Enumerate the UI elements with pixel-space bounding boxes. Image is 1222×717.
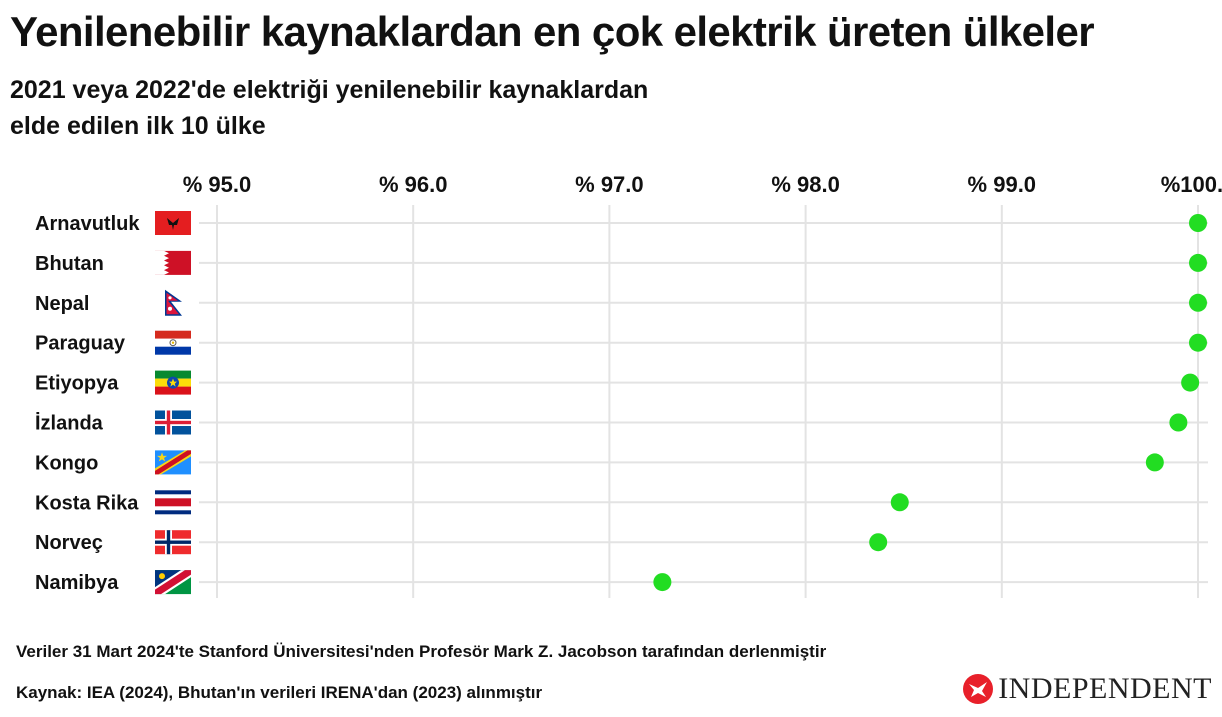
data-point xyxy=(1189,253,1207,272)
chart-row: Namibya xyxy=(35,570,1208,595)
eagle-icon xyxy=(963,674,994,704)
chart-row: Etiyopya xyxy=(35,370,1208,395)
country-label: Arnavutluk xyxy=(35,213,140,235)
chart-row: Bhutan xyxy=(35,250,1208,275)
source-note: Kaynak: IEA (2024), Bhutan'ın verileri I… xyxy=(16,683,543,702)
x-axis-tick-labels: % 95.0 % 96.0 % 97.0 % 98.0 % 99.0 %100.0 xyxy=(183,172,1222,197)
country-label: Etiyopya xyxy=(35,373,119,395)
bahrain-style-flag xyxy=(155,250,191,275)
country-label: Paraguay xyxy=(35,333,126,355)
data-point xyxy=(1145,453,1164,472)
costa-rica-flag xyxy=(155,490,191,515)
x-tick-label: % 97.0 xyxy=(575,172,644,197)
logo-text: INDEPENDENT xyxy=(998,672,1212,705)
independent-logo: INDEPENDENT xyxy=(962,673,1212,705)
chart-row: İzlanda xyxy=(35,410,1208,435)
country-label: İzlanda xyxy=(35,412,104,435)
namibia-flag xyxy=(155,570,191,595)
x-tick-label: % 99.0 xyxy=(968,172,1037,197)
data-point xyxy=(869,533,888,552)
data-note: Veriler 31 Mart 2024'te Stanford Ünivers… xyxy=(16,642,827,661)
x-tick-label: % 96.0 xyxy=(379,172,448,197)
data-point xyxy=(1189,293,1207,312)
country-label: Kongo xyxy=(35,452,98,474)
norway-flag xyxy=(155,530,191,555)
chart-row: Arnavutluk xyxy=(35,211,1208,235)
chart-row: Norveç xyxy=(35,530,1208,555)
country-label: Norveç xyxy=(35,532,103,554)
chart-rows: Arnavutluk Bhutan Nepal Paraguay Etiyopya İzl… xyxy=(35,211,1208,595)
chart-subtitle: 2021 veya 2022'de elektriği yenilenebili… xyxy=(10,72,648,144)
subtitle-line-1: 2021 veya 2022'de elektriği yenilenebili… xyxy=(10,76,649,104)
albania-flag xyxy=(155,211,191,235)
x-tick-label: % 95.0 xyxy=(183,172,252,197)
paraguay-flag xyxy=(155,330,191,355)
subtitle-line-2: elde edilen ilk 10 ülke xyxy=(10,112,266,140)
grid-lines xyxy=(216,205,1199,598)
ethiopia-flag xyxy=(155,370,191,395)
country-label: Bhutan xyxy=(35,253,104,275)
dot-plot: % 95.0 % 96.0 % 97.0 % 98.0 % 99.0 %100.0 Arn… xyxy=(35,172,1222,598)
nepal-flag xyxy=(165,289,182,316)
data-point xyxy=(1189,214,1207,232)
chart-title: Yenilenebilir kaynaklardan en çok elektr… xyxy=(10,8,1095,55)
data-point xyxy=(1189,333,1207,352)
country-label: Nepal xyxy=(35,293,89,315)
iceland-flag xyxy=(155,410,191,435)
x-tick-label: %100.0 xyxy=(1161,172,1222,197)
country-label: Namibya xyxy=(35,572,119,594)
chart-row: Nepal xyxy=(35,289,1208,316)
chart-row: Kosta Rika xyxy=(35,490,1208,515)
x-tick-label: % 98.0 xyxy=(771,172,840,197)
chart-row: Kongo xyxy=(35,450,1208,475)
dr-congo-flag xyxy=(155,450,191,475)
data-point xyxy=(890,493,909,512)
data-point xyxy=(1169,413,1188,432)
data-point xyxy=(653,573,672,592)
chart-row: Paraguay xyxy=(35,330,1208,355)
data-point xyxy=(1181,373,1200,392)
country-label: Kosta Rika xyxy=(35,492,139,514)
